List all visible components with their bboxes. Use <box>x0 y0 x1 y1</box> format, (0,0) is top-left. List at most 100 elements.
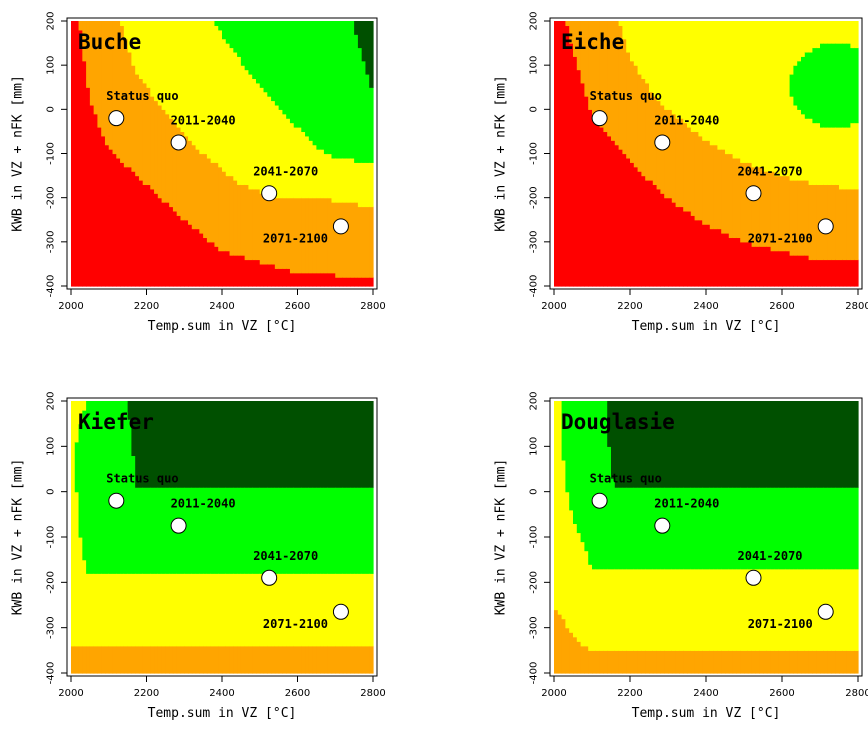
field-cell-yellow <box>854 122 859 190</box>
field-cell-green <box>599 401 604 570</box>
field-cell-yellow <box>274 573 280 647</box>
field-cell-orange <box>614 650 620 674</box>
x-tick-label: 2400 <box>209 688 234 699</box>
field-cell-darkgreen <box>706 401 711 488</box>
field-cell-yellow <box>278 573 284 647</box>
field-cell-yellow <box>645 568 650 651</box>
field-cell-orange <box>180 131 185 221</box>
field-cell-green <box>797 487 802 570</box>
field-cell-yellow <box>679 568 684 651</box>
field-cell-red <box>839 259 844 287</box>
field-cell-yellow <box>282 113 287 199</box>
field-cell-orange <box>656 650 661 674</box>
y-tick-label: -400 <box>529 662 540 685</box>
field-cell-darkgreen <box>331 401 336 488</box>
field-cell-orange <box>365 645 370 674</box>
field-cell-green <box>759 487 764 570</box>
field-cell-darkgreen <box>797 401 802 488</box>
field-cell-darkgreen <box>782 401 787 488</box>
field-cell-orange <box>633 65 639 168</box>
field-cell-orange <box>176 127 182 216</box>
field-cell-yellow <box>782 21 787 177</box>
field-cell-orange <box>357 645 363 674</box>
panel-title: Kiefer <box>78 410 154 434</box>
field-cell-red <box>736 237 741 287</box>
field-cell-yellow <box>698 568 703 651</box>
field-cell-green <box>706 487 711 570</box>
field-cell-red <box>683 210 688 287</box>
field-cell-yellow <box>774 568 779 651</box>
field-cell-red <box>660 193 665 287</box>
x-axis-label: Temp.sum in VZ [°C] <box>632 706 781 721</box>
field-cell-yellow <box>199 21 204 155</box>
field-cell-green <box>702 487 707 570</box>
field-cell-yellow <box>816 21 821 49</box>
field-cell-orange <box>116 645 121 674</box>
field-cell-yellow <box>218 573 223 647</box>
field-cell-orange <box>282 197 287 269</box>
field-cell-red <box>169 206 174 287</box>
field-cell-orange <box>576 641 582 674</box>
field-cell-green <box>327 21 333 155</box>
field-cell-orange <box>297 197 302 274</box>
field-cell-yellow <box>78 537 83 647</box>
field-cell-red <box>820 259 825 287</box>
field-cell-yellow <box>812 568 817 651</box>
field-cell-orange <box>108 645 114 674</box>
field-cell-yellow <box>101 573 106 647</box>
field-cell-green <box>255 21 261 84</box>
field-cell-darkgreen <box>740 401 745 488</box>
field-cell-yellow <box>297 573 302 647</box>
field-cell-red <box>725 233 730 287</box>
field-cell-orange <box>82 21 87 62</box>
field-cell-orange <box>120 25 125 163</box>
field-cell-orange <box>274 645 280 674</box>
y-axis-label: KWB in VZ + nFK [mm] <box>494 75 509 232</box>
field-cell-orange <box>176 645 182 674</box>
field-cell-yellow <box>82 401 87 411</box>
field-cell-red <box>679 206 684 287</box>
field-cell-red <box>104 144 110 287</box>
field-cell-green <box>618 487 623 570</box>
field-cell-darkgreen <box>774 401 779 488</box>
field-cell-green <box>342 487 348 574</box>
field-cell-orange <box>660 650 665 674</box>
field-cell-green <box>850 487 855 570</box>
field-cell-orange <box>138 78 144 181</box>
field-cell-green <box>248 487 253 574</box>
field-cell-green <box>717 487 722 570</box>
scenario-label: 2011-2040 <box>171 497 236 511</box>
x-tick-label: 2600 <box>285 301 310 312</box>
field-cell-green <box>339 487 344 574</box>
field-cell-yellow <box>633 21 639 66</box>
x-tick-label: 2600 <box>769 301 794 312</box>
field-cell-darkgreen <box>206 401 212 488</box>
field-cell-orange <box>89 645 95 674</box>
panel-title: Buche <box>78 30 141 54</box>
field-cell-orange <box>278 197 284 269</box>
field-cell-orange <box>846 188 851 261</box>
field-cell-darkgreen <box>169 401 174 488</box>
field-cell-red <box>154 193 159 287</box>
y-tick-label: 100 <box>529 437 540 456</box>
field-cell-yellow <box>357 162 363 208</box>
field-cell-yellow <box>244 69 250 186</box>
field-cell-yellow <box>630 21 635 62</box>
field-cell-red <box>308 272 314 287</box>
field-cell-yellow <box>369 162 374 208</box>
field-cell-orange <box>93 645 99 674</box>
field-cell-yellow <box>827 127 832 186</box>
field-cell-orange <box>812 184 817 261</box>
field-cell-red <box>835 259 840 287</box>
field-cell-darkgreen <box>138 401 144 488</box>
field-cell-orange <box>244 645 250 674</box>
field-cell-yellow <box>278 109 284 199</box>
field-cell-yellow <box>339 157 344 203</box>
field-cell-orange <box>766 650 772 674</box>
field-cell-yellow <box>195 573 200 647</box>
scenario-point <box>332 218 349 235</box>
field-cell-darkgreen <box>630 401 635 488</box>
field-cell-orange <box>108 21 114 150</box>
field-cell-orange <box>255 188 261 261</box>
field-cell-orange <box>725 153 730 234</box>
